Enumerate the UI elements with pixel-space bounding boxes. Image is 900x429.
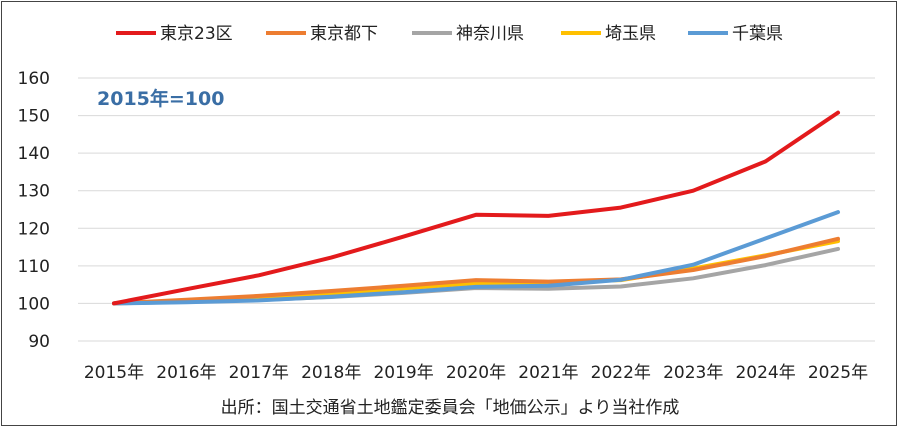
legend-label: 神奈川県 — [456, 24, 524, 44]
y-tick-label: 160 — [18, 69, 50, 89]
y-axis-ticks: 90 100 110 120 130 140 150 160 — [18, 69, 50, 352]
x-tick-label: 2024年 — [735, 363, 795, 383]
y-tick-label: 90 — [28, 332, 50, 352]
series-line — [112, 110, 840, 306]
x-tick-label: 2021年 — [518, 363, 578, 383]
legend: 東京23区 東京都下 神奈川県 埼玉県 千葉県 — [116, 24, 783, 44]
series-line — [112, 246, 840, 306]
x-tick-label: 2022年 — [591, 363, 651, 383]
y-tick-label: 130 — [18, 182, 50, 202]
y-tick-label: 100 — [18, 294, 50, 314]
x-tick-label: 2019年 — [373, 363, 433, 383]
x-tick-label: 2017年 — [229, 363, 289, 383]
x-tick-label: 2023年 — [663, 363, 723, 383]
x-axis-ticks: 2015年 2016年 2017年 2018年 2019年 2020年 2021年 2022年… — [84, 363, 868, 383]
y-tick-label: 120 — [18, 219, 50, 239]
y-tick-label: 110 — [18, 257, 50, 277]
x-tick-label: 2020年 — [446, 363, 506, 383]
x-tick-label: 2025年 — [808, 363, 868, 383]
y-tick-label: 150 — [18, 107, 50, 127]
x-tick-label: 2015年 — [84, 363, 144, 383]
legend-label: 東京23区 — [160, 24, 233, 44]
legend-label: 埼玉県 — [605, 24, 656, 44]
source-note: 出所：国土交通省土地鑑定委員会「地価公示」より当社作成 — [221, 398, 680, 418]
base-year-annotation: 2015年=100 — [97, 87, 224, 110]
series-lines — [112, 110, 840, 306]
series-line — [112, 210, 840, 306]
x-tick-label: 2016年 — [156, 363, 216, 383]
y-tick-label: 140 — [18, 144, 50, 164]
x-tick-label: 2018年 — [301, 363, 361, 383]
legend-label: 東京都下 — [310, 24, 378, 44]
series-line — [112, 236, 840, 306]
legend-label: 千葉県 — [732, 24, 783, 44]
